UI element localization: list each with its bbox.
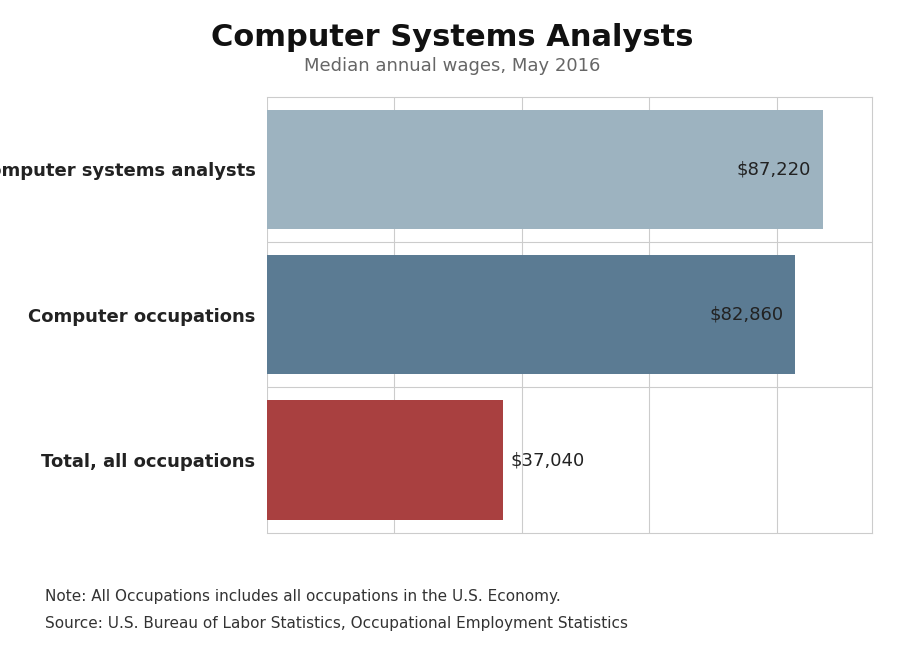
Text: $82,860: $82,860 xyxy=(709,306,783,324)
Text: $87,220: $87,220 xyxy=(736,161,810,178)
Bar xyxy=(266,255,794,374)
Text: Source: U.S. Bureau of Labor Statistics, Occupational Employment Statistics: Source: U.S. Bureau of Labor Statistics,… xyxy=(45,616,628,631)
Bar xyxy=(266,110,822,229)
Text: Median annual wages, May 2016: Median annual wages, May 2016 xyxy=(303,57,600,75)
Text: Note: All Occupations includes all occupations in the U.S. Economy.: Note: All Occupations includes all occup… xyxy=(45,589,561,605)
Bar xyxy=(266,400,502,519)
Text: $37,040: $37,040 xyxy=(510,451,584,469)
Text: Computer Systems Analysts: Computer Systems Analysts xyxy=(210,23,693,53)
